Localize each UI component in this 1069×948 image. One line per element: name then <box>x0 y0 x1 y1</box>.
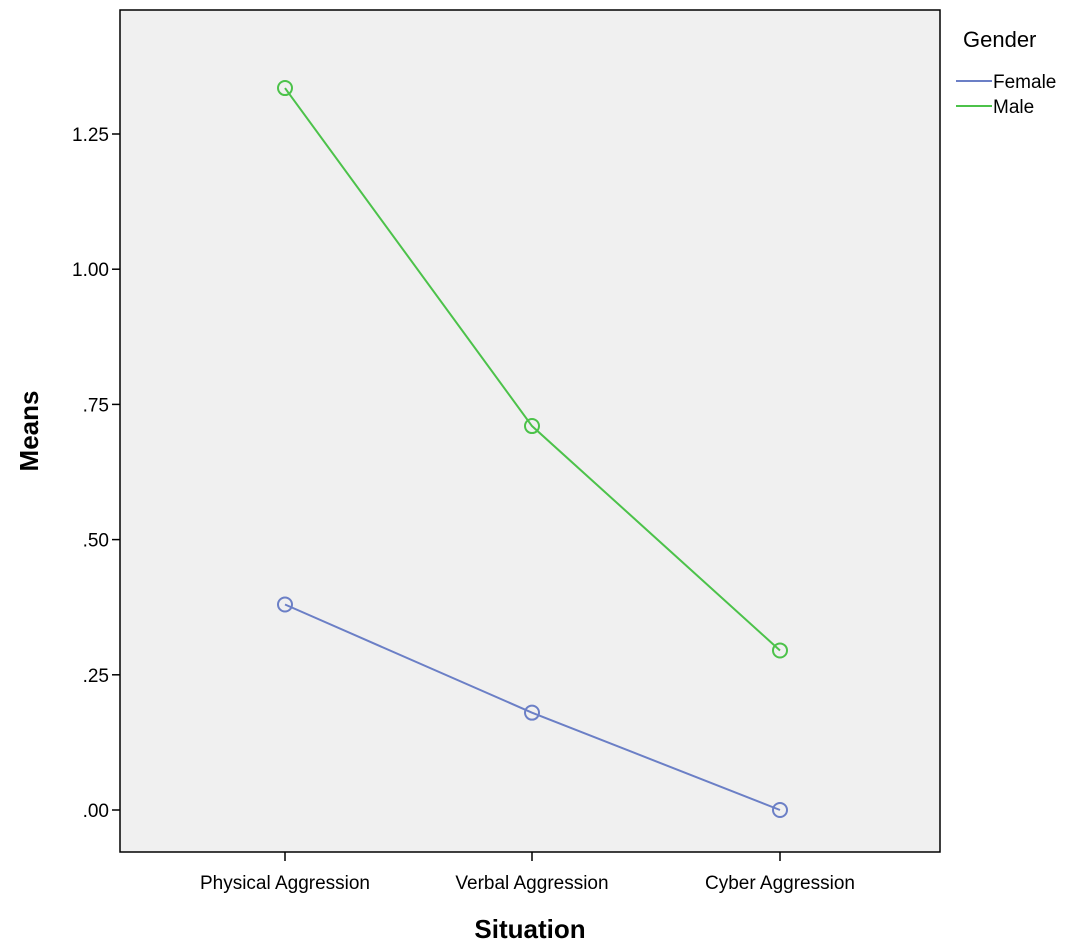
y-tick-label: .75 <box>83 395 109 416</box>
series-layer <box>277 80 788 818</box>
series-line-female <box>284 603 781 811</box>
x-axis-title: Situation <box>474 914 585 944</box>
y-tick-label: .00 <box>83 801 109 822</box>
data-point-female <box>772 802 788 818</box>
y-tick-label: .25 <box>83 666 109 687</box>
plot-area <box>119 9 941 853</box>
data-point-male <box>277 80 293 97</box>
x-axis: Physical Aggression Verbal Aggression Cybe… <box>200 852 855 894</box>
y-tick-label: 1.25 <box>72 125 109 146</box>
legend-label-male: Male <box>993 97 1034 118</box>
y-axis: .00 .25 .50 .75 1.00 1.25 <box>72 125 120 822</box>
legend-title: Gender <box>963 27 1036 52</box>
x-tick-label: Cyber Aggression <box>705 873 855 894</box>
y-axis-title: Means <box>14 391 44 472</box>
x-tick-label: Physical Aggression <box>200 873 370 894</box>
y-tick-label: .50 <box>83 531 109 552</box>
legend-label-female: Female <box>993 72 1056 93</box>
x-tick-label: Verbal Aggression <box>455 873 608 894</box>
data-point-female <box>524 704 540 721</box>
data-point-male <box>524 418 540 435</box>
legend: Gender Female Male <box>956 27 1056 118</box>
data-point-female <box>277 596 293 613</box>
y-tick-label: 1.00 <box>72 260 109 281</box>
data-point-male <box>772 642 788 659</box>
series-line-male <box>284 87 781 652</box>
